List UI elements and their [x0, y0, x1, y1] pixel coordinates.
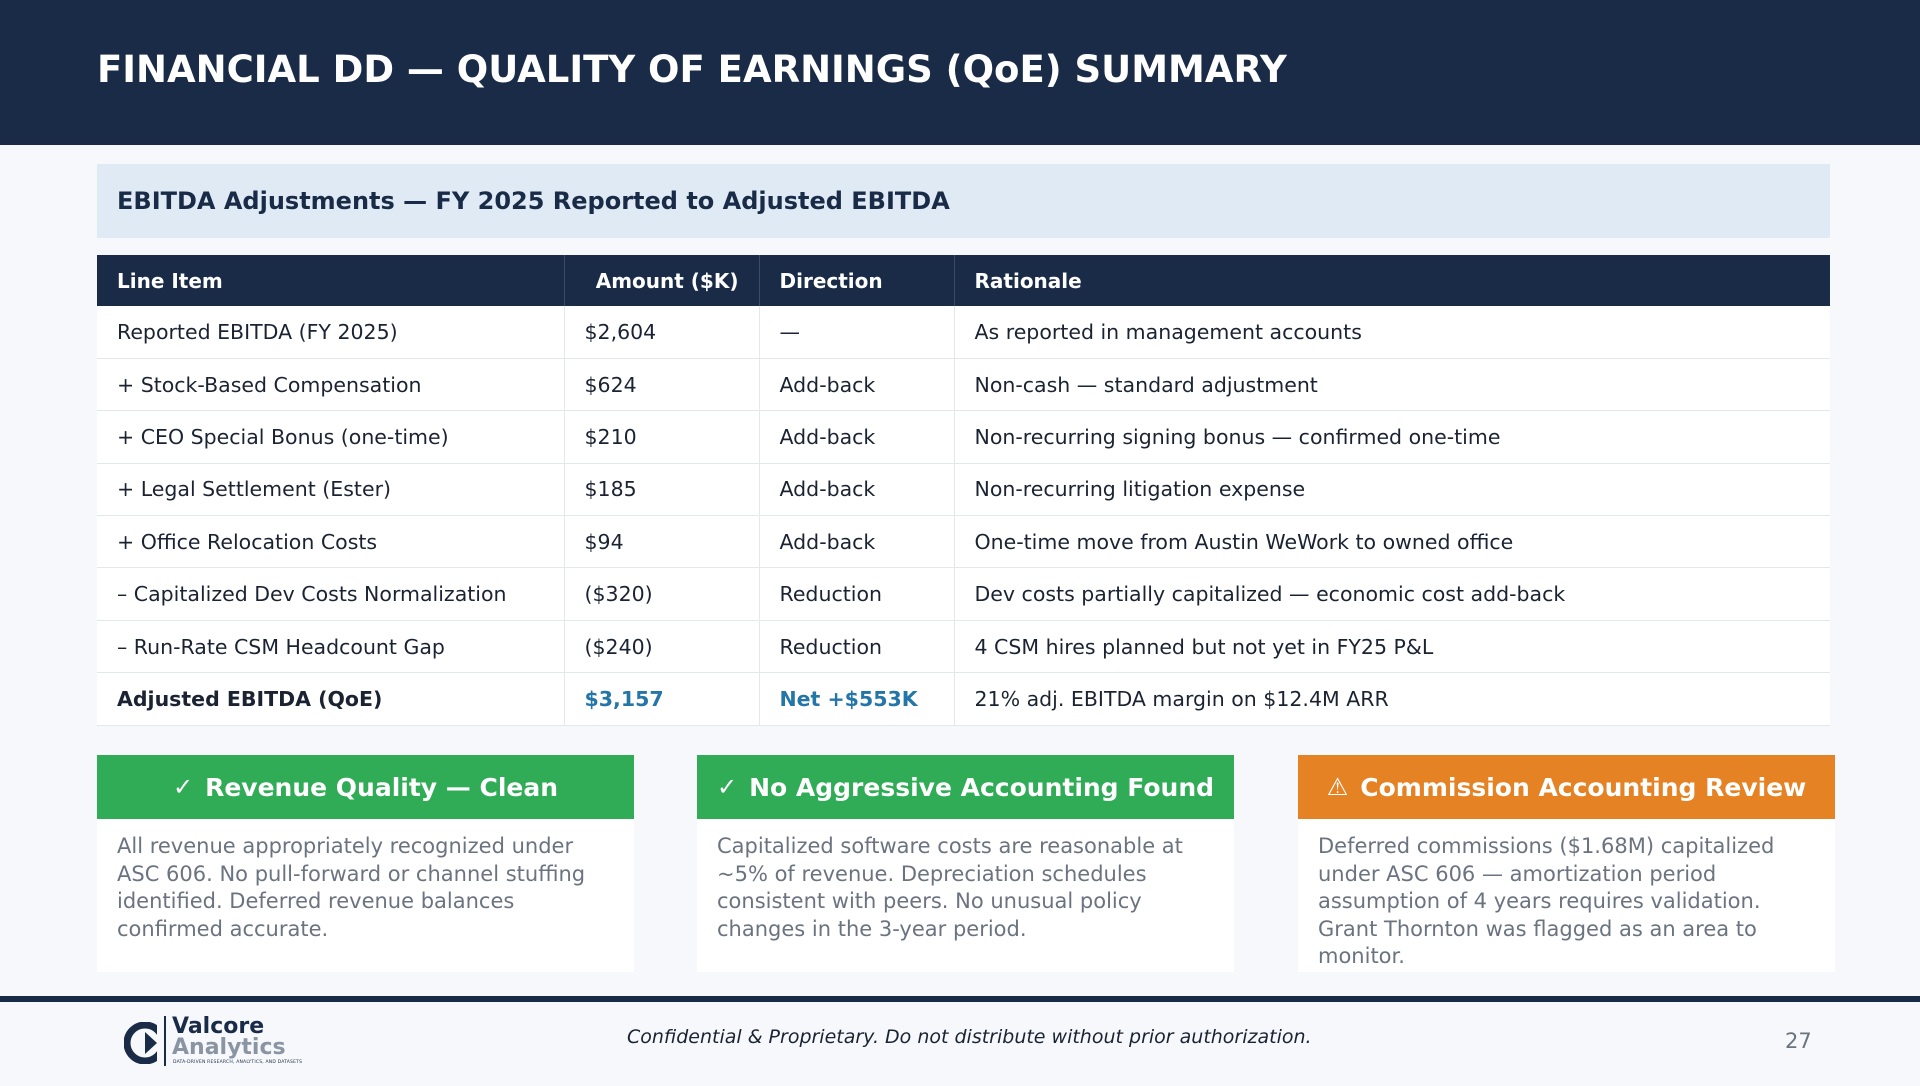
table-row: + CEO Special Bonus (one-time) $210 Add-…	[97, 410, 1830, 464]
card-title: Revenue Quality — Clean	[205, 772, 559, 802]
cell-rationale: Non-recurring signing bonus — confirmed …	[954, 410, 1830, 464]
card-title: Commission Accounting Review	[1360, 772, 1807, 802]
cell-line-item: Reported EBITDA (FY 2025)	[97, 306, 565, 359]
column-header-line-item: Line Item	[97, 255, 565, 306]
cell-direction: Reduction	[759, 620, 955, 674]
cell-line-item: + Stock-Based Compensation	[97, 358, 565, 412]
table-row: + Stock-Based Compensation $624 Add-back…	[97, 358, 1830, 412]
logo-name-line2: Analytics	[172, 1035, 286, 1060]
ebitda-adjustments-table: Line Item Amount ($K) Direction Rational…	[97, 255, 1830, 726]
revenue-quality-card: ✓ Revenue Quality — Clean All revenue ap…	[97, 755, 634, 972]
cell-amount: $3,157	[564, 672, 760, 726]
cell-direction: Add-back	[759, 515, 955, 569]
cell-amount: ($240)	[564, 620, 760, 674]
section-title: EBITDA Adjustments — FY 2025 Reported to…	[117, 187, 950, 215]
table-row: Reported EBITDA (FY 2025) $2,604 — As re…	[97, 306, 1830, 359]
cell-amount: $624	[564, 358, 760, 412]
cell-line-item: Adjusted EBITDA (QoE)	[97, 672, 565, 726]
cell-rationale: 21% adj. EBITDA margin on $12.4M ARR	[954, 672, 1830, 726]
cell-direction: —	[759, 306, 955, 359]
cell-rationale: One-time move from Austin WeWork to owne…	[954, 515, 1830, 569]
card-title: No Aggressive Accounting Found	[749, 772, 1215, 802]
page-number: 27	[1785, 1029, 1812, 1053]
page-title: FINANCIAL DD — QUALITY OF EARNINGS (QoE)…	[97, 48, 1287, 91]
column-header-direction: Direction	[759, 255, 955, 306]
cell-direction: Add-back	[759, 358, 955, 412]
logo-mark-icon	[124, 1022, 166, 1064]
accounting-policy-card: ✓ No Aggressive Accounting Found Capital…	[697, 755, 1234, 972]
cell-amount: $185	[564, 463, 760, 517]
cell-rationale: Non-recurring litigation expense	[954, 463, 1830, 517]
checkmark-icon: ✓	[172, 773, 194, 801]
card-header: ⚠ Commission Accounting Review	[1298, 755, 1835, 819]
card-body: Capitalized software costs are reasonabl…	[717, 834, 1183, 941]
logo-tagline: DATA-DRIVEN RESEARCH, ANALYTICS, AND DAT…	[173, 1060, 303, 1065]
logo-divider	[164, 1016, 166, 1066]
footer-divider	[0, 996, 1920, 1002]
cell-line-item: + Legal Settlement (Ester)	[97, 463, 565, 517]
cell-amount: $210	[564, 410, 760, 464]
cell-rationale: As reported in management accounts	[954, 306, 1830, 359]
cell-direction: Reduction	[759, 567, 955, 621]
table-row: + Office Relocation Costs $94 Add-back O…	[97, 515, 1830, 569]
commission-review-card: ⚠ Commission Accounting Review Deferred …	[1298, 755, 1835, 972]
cell-direction: Net +$553K	[759, 672, 955, 726]
column-header-amount: Amount ($K)	[564, 255, 760, 306]
table-row: + Legal Settlement (Ester) $185 Add-back…	[97, 463, 1830, 517]
cell-rationale: 4 CSM hires planned but not yet in FY25 …	[954, 620, 1830, 674]
cell-amount: $2,604	[564, 306, 760, 359]
cell-amount: ($320)	[564, 567, 760, 621]
card-header: ✓ Revenue Quality — Clean	[97, 755, 634, 819]
table-row: – Run-Rate CSM Headcount Gap ($240) Redu…	[97, 620, 1830, 674]
company-logo: Valcore Analytics DATA-DRIVEN RESEARCH, …	[124, 1014, 324, 1074]
title-bar: FINANCIAL DD — QUALITY OF EARNINGS (QoE)…	[0, 0, 1920, 145]
cell-rationale: Non-cash — standard adjustment	[954, 358, 1830, 412]
table-header-row: Line Item Amount ($K) Direction Rational…	[97, 255, 1830, 306]
table-row: – Capitalized Dev Costs Normalization ($…	[97, 567, 1830, 621]
card-body: All revenue appropriately recognized und…	[117, 834, 586, 941]
table-total-row: Adjusted EBITDA (QoE) $3,157 Net +$553K …	[97, 672, 1830, 726]
cell-direction: Add-back	[759, 463, 955, 517]
checkmark-icon: ✓	[716, 773, 738, 801]
cell-line-item: + Office Relocation Costs	[97, 515, 565, 569]
footer	[0, 1002, 1920, 1086]
cell-line-item: + CEO Special Bonus (one-time)	[97, 410, 565, 464]
cell-line-item: – Capitalized Dev Costs Normalization	[97, 567, 565, 621]
cell-rationale: Dev costs partially capitalized — econom…	[954, 567, 1830, 621]
confidentiality-notice: Confidential & Proprietary. Do not distr…	[627, 1026, 1312, 1048]
column-header-rationale: Rationale	[954, 255, 1830, 306]
logo-name-line1: Valcore	[172, 1014, 265, 1039]
card-header: ✓ No Aggressive Accounting Found	[697, 755, 1234, 819]
cell-direction: Add-back	[759, 410, 955, 464]
warning-icon: ⚠	[1326, 773, 1349, 801]
cell-line-item: – Run-Rate CSM Headcount Gap	[97, 620, 565, 674]
section-banner: EBITDA Adjustments — FY 2025 Reported to…	[97, 164, 1830, 238]
card-body: Deferred commissions ($1.68M) capitalize…	[1318, 834, 1775, 968]
cell-amount: $94	[564, 515, 760, 569]
